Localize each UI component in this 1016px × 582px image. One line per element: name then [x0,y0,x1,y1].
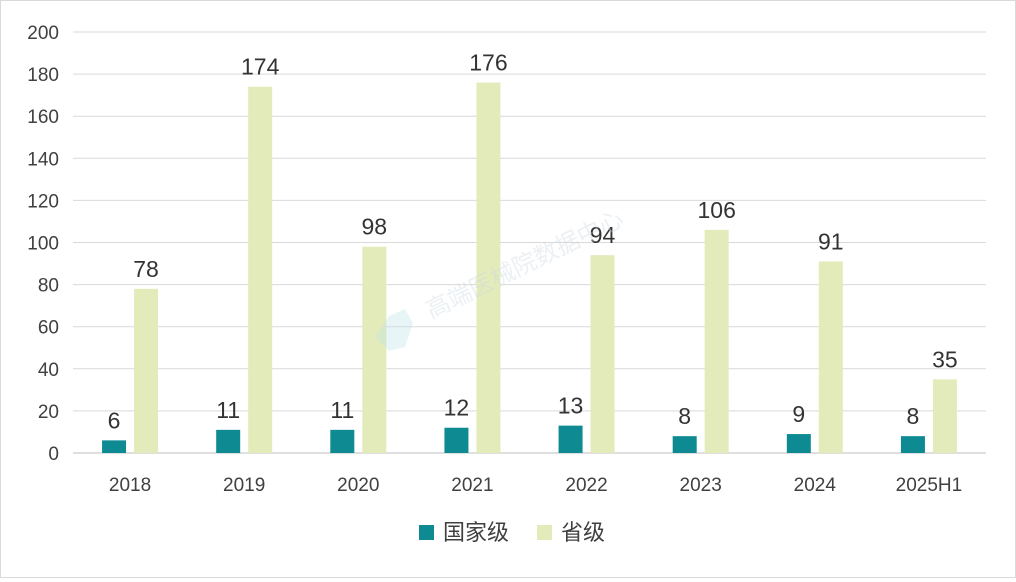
x-tick-label: 2025H1 [896,475,963,496]
y-tick-label: 0 [48,444,59,465]
bar-provincial [704,229,729,453]
x-tick-label: 2023 [680,475,722,496]
data-label: 91 [818,228,844,254]
bar-provincial [476,82,501,454]
bar-provincial [248,86,273,453]
y-tick-label: 200 [27,23,59,44]
bar-national [786,434,811,453]
bar-provincial [932,379,957,453]
legend-swatch [537,525,552,540]
y-tick-label: 20 [38,402,59,423]
y-tick-label: 160 [27,107,59,128]
data-label: 11 [216,397,240,423]
legend-label: 国家级 [443,520,509,545]
data-label: 98 [362,214,388,240]
legend-swatch [419,525,434,540]
bar-national [444,427,469,453]
data-label: 174 [241,54,280,80]
x-tick-label: 2020 [337,475,379,496]
y-tick-label: 40 [38,360,59,381]
data-label: 8 [907,403,920,429]
watermark: 高端医械院数据中心 [375,205,628,351]
x-tick-label: 2019 [223,475,265,496]
legend-label: 省级 [561,520,605,545]
watermark-logo-icon [375,309,413,351]
y-tick-label: 120 [27,191,59,212]
data-label: 106 [698,197,736,223]
bar-national [216,429,241,453]
y-tick-label: 180 [27,65,59,86]
y-tick-label: 140 [27,149,59,170]
bar-provincial [590,255,615,453]
y-tick-label: 100 [27,234,59,255]
data-label: 6 [108,407,121,433]
data-label: 35 [932,346,958,372]
gridlines [73,31,986,454]
bar-national [330,429,355,453]
bar-national [672,436,697,453]
bar-provincial [362,246,387,453]
y-axis-ticks: 0 20 40 60 80 100 120 140 160 180 200 [27,23,59,465]
x-axis-ticks: 2018 2019 2020 2021 2022 2023 2024 2025H1 [109,475,962,496]
data-label: 8 [678,403,691,429]
bar-national [900,436,925,453]
bars [102,82,957,454]
x-tick-label: 2022 [565,475,607,496]
bar-national [558,425,583,453]
bar-provincial [818,261,843,453]
data-label: 176 [469,50,507,76]
y-tick-label: 60 [38,318,59,339]
data-label: 12 [444,395,470,421]
data-label: 13 [558,393,584,419]
x-tick-label: 2018 [109,475,151,496]
data-label: 9 [792,401,805,427]
data-labels: 6 78 11 174 11 98 12 176 13 94 8 106 9 91 8 35 [108,50,958,434]
legend: 国家级 省级 [419,520,605,545]
data-label: 78 [133,256,159,282]
data-label: 94 [590,222,616,248]
bar-national [102,440,127,453]
x-tick-label: 2021 [451,475,493,496]
data-label: 11 [330,397,354,423]
bar-provincial [134,288,159,453]
x-tick-label: 2024 [794,475,837,496]
y-tick-label: 80 [38,276,59,297]
